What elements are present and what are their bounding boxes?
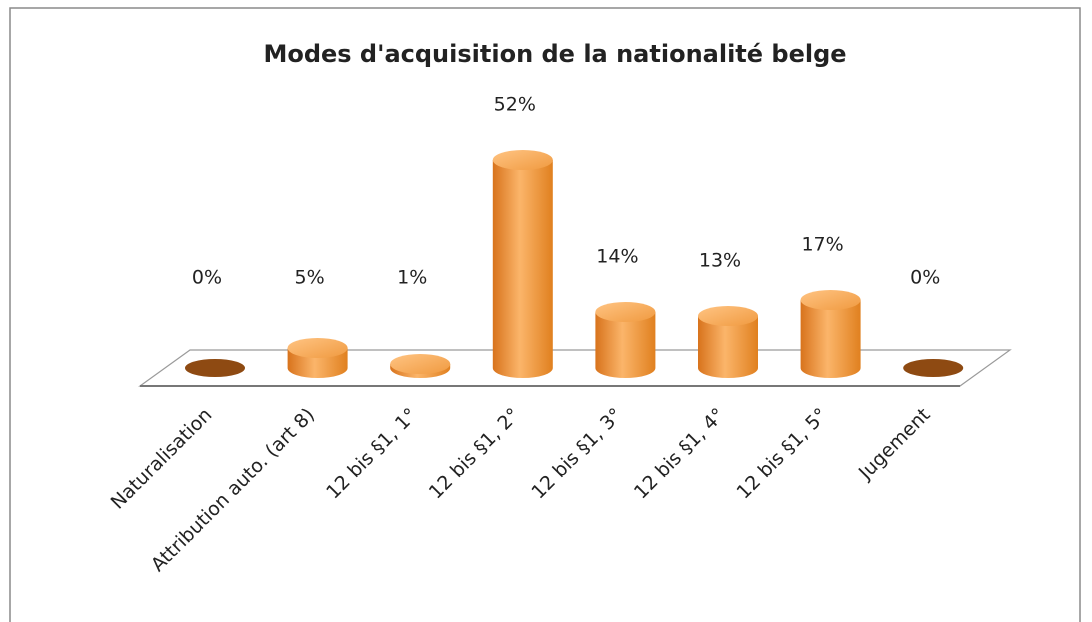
bar-top xyxy=(287,338,348,358)
bar xyxy=(185,359,245,377)
bar-top xyxy=(800,290,861,310)
bar xyxy=(595,312,656,378)
bar-top xyxy=(698,306,758,326)
bar xyxy=(698,316,758,378)
value-label: 1% xyxy=(397,267,427,289)
bar xyxy=(903,359,964,377)
chart-title: Modes d'acquisition de la nationalité be… xyxy=(263,40,846,68)
value-label: 14% xyxy=(596,246,638,268)
value-label: 17% xyxy=(801,234,843,256)
value-label: 13% xyxy=(699,250,741,272)
bar-top xyxy=(492,150,553,170)
value-label: 0% xyxy=(910,267,940,289)
floor xyxy=(138,349,1012,387)
bar-top xyxy=(595,302,656,322)
value-label: 5% xyxy=(295,267,325,289)
bar xyxy=(800,300,861,378)
bar-top xyxy=(390,354,451,374)
value-label: 0% xyxy=(192,267,222,289)
value-label: 52% xyxy=(494,94,536,116)
bar xyxy=(492,160,553,378)
